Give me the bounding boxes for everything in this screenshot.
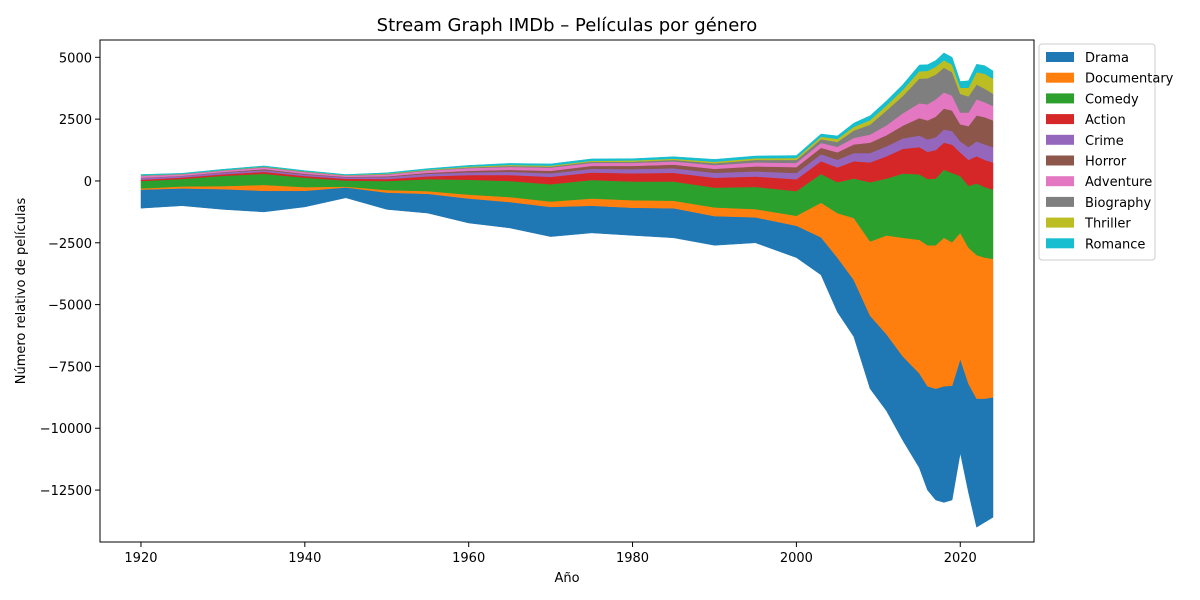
chart-title: Stream Graph IMDb – Películas por género bbox=[377, 15, 758, 36]
legend-swatch-biography bbox=[1046, 196, 1074, 207]
legend-swatch-horror bbox=[1046, 155, 1074, 166]
legend-swatch-drama bbox=[1046, 52, 1074, 62]
legend-label-drama: Drama bbox=[1085, 51, 1129, 66]
y-tick-label: −10000 bbox=[40, 422, 92, 437]
legend-label-adventure: Adventure bbox=[1085, 175, 1152, 190]
y-tick-label: 2500 bbox=[59, 113, 92, 128]
x-tick-label: 1980 bbox=[616, 551, 649, 566]
y-tick-label: −7500 bbox=[48, 360, 92, 375]
legend-label-comedy: Comedy bbox=[1085, 92, 1139, 107]
y-axis-label: Número relativo de películas bbox=[14, 198, 29, 385]
plot-frame bbox=[99, 39, 1035, 543]
stream-areas bbox=[140, 52, 994, 528]
x-tick-label: 2000 bbox=[780, 551, 813, 566]
y-tick-label: −2500 bbox=[48, 237, 92, 252]
y-tick-label: 5000 bbox=[59, 51, 92, 66]
legend-swatch-adventure bbox=[1046, 176, 1074, 187]
legend-label-crime: Crime bbox=[1085, 134, 1124, 149]
y-axis-ticks: 5000 2500 0 −2500 −5000 −7500 −10000 −12500 bbox=[40, 51, 100, 499]
legend-swatch-documentary bbox=[1046, 72, 1074, 83]
legend-swatch-comedy bbox=[1046, 93, 1074, 104]
legend-swatch-romance bbox=[1046, 238, 1074, 249]
y-tick-label: −12500 bbox=[40, 484, 92, 499]
legend-label-documentary: Documentary bbox=[1085, 72, 1174, 87]
legend-swatch-crime bbox=[1046, 134, 1074, 145]
legend-label-thriller: Thriller bbox=[1084, 217, 1131, 232]
legend-label-biography: Biography bbox=[1085, 196, 1152, 211]
x-axis-ticks: 1920 1940 1960 1980 2000 2020 bbox=[124, 542, 977, 566]
x-tick-label: 1960 bbox=[452, 551, 485, 566]
y-tick-label: −5000 bbox=[48, 299, 92, 314]
x-axis-label: Año bbox=[554, 571, 579, 586]
legend: Drama Documentary Comedy Action Crime Horror A… bbox=[1038, 43, 1174, 261]
x-tick-label: 1920 bbox=[124, 551, 157, 566]
x-tick-label: 1940 bbox=[288, 551, 321, 566]
legend-swatch-thriller bbox=[1046, 217, 1074, 228]
legend-swatch-action bbox=[1046, 114, 1074, 125]
x-tick-label: 2020 bbox=[944, 551, 977, 566]
legend-label-action: Action bbox=[1085, 113, 1126, 128]
y-tick-label: 0 bbox=[84, 175, 92, 190]
area-romance bbox=[140, 52, 994, 176]
legend-label-romance: Romance bbox=[1085, 237, 1145, 252]
legend-label-horror: Horror bbox=[1085, 155, 1127, 170]
